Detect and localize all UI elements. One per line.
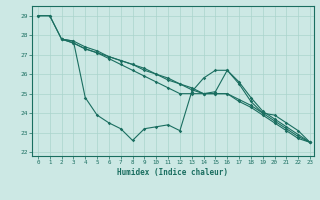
X-axis label: Humidex (Indice chaleur): Humidex (Indice chaleur) bbox=[117, 168, 228, 177]
